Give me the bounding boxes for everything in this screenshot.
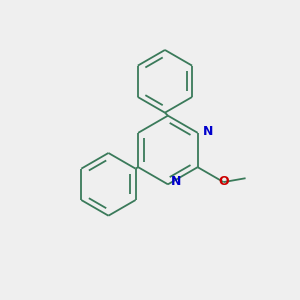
- Text: N: N: [171, 176, 181, 188]
- Text: N: N: [203, 125, 213, 138]
- Text: O: O: [218, 175, 229, 188]
